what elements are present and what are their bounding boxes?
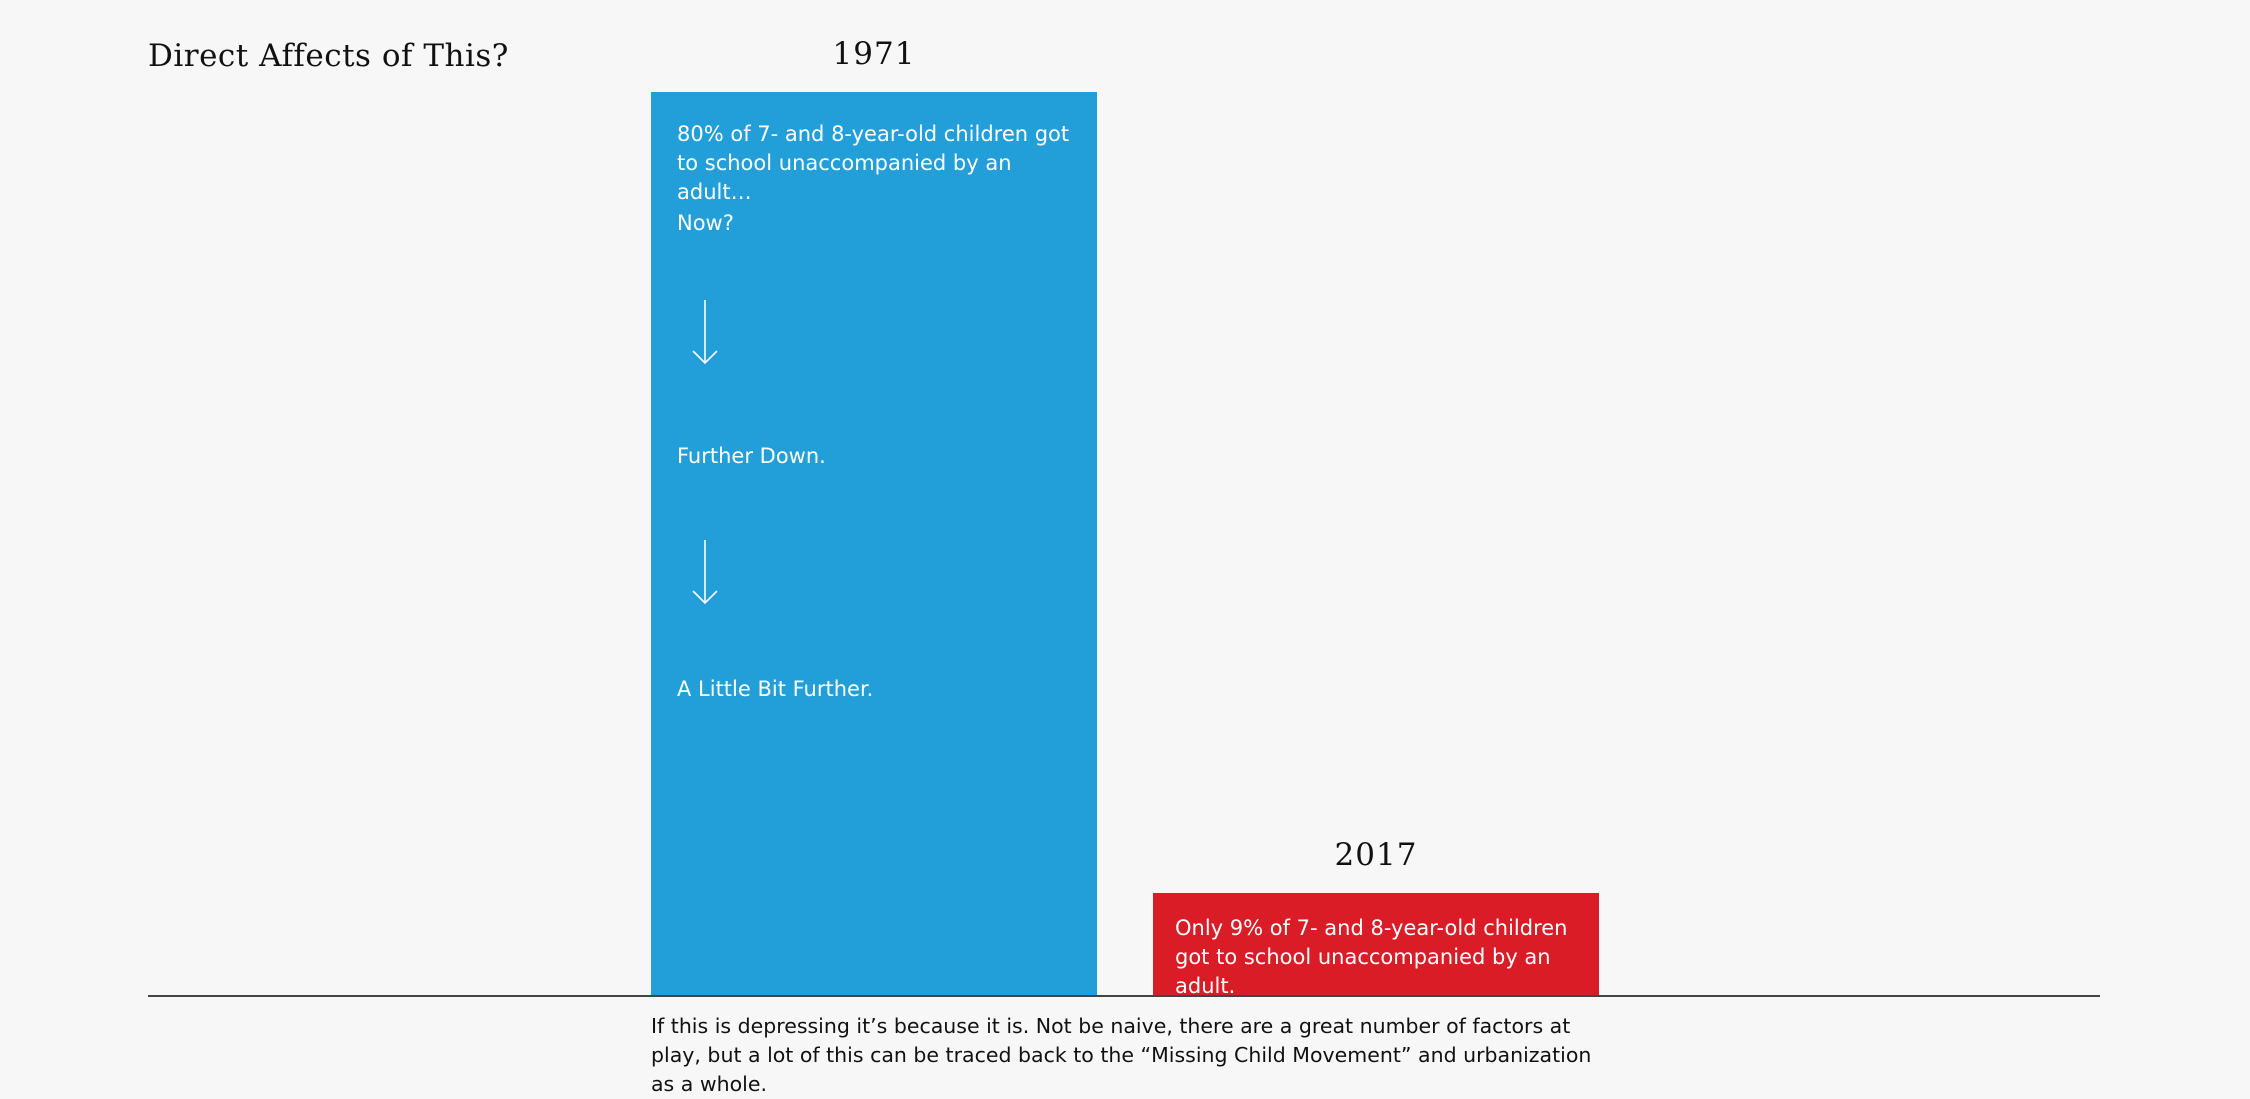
chart-baseline — [148, 995, 2100, 997]
bar-1971: 80% of 7- and 8-year-old children got to… — [651, 92, 1097, 995]
arrow-down-icon — [692, 540, 718, 605]
bar-2017-label: 2017 — [1334, 837, 1418, 873]
bar-1971-label: 1971 — [832, 36, 916, 72]
bar-2017-text: Only 9% of 7- and 8-year-old children go… — [1175, 916, 1568, 998]
bar-1971-now-text: Now? — [677, 211, 734, 235]
footnote: If this is depressing it’s because it is… — [651, 1014, 1592, 1096]
bar-1971-main-text: 80% of 7- and 8-year-old children got to… — [677, 122, 1070, 204]
chart-title: Direct Affects of This? — [148, 38, 509, 74]
bar-2017: Only 9% of 7- and 8-year-old children go… — [1153, 893, 1599, 998]
bar-1971-further-text: Further Down. — [677, 444, 826, 468]
bar-1971-little-text: A Little Bit Further. — [677, 677, 874, 701]
arrow-down-icon — [692, 300, 718, 365]
